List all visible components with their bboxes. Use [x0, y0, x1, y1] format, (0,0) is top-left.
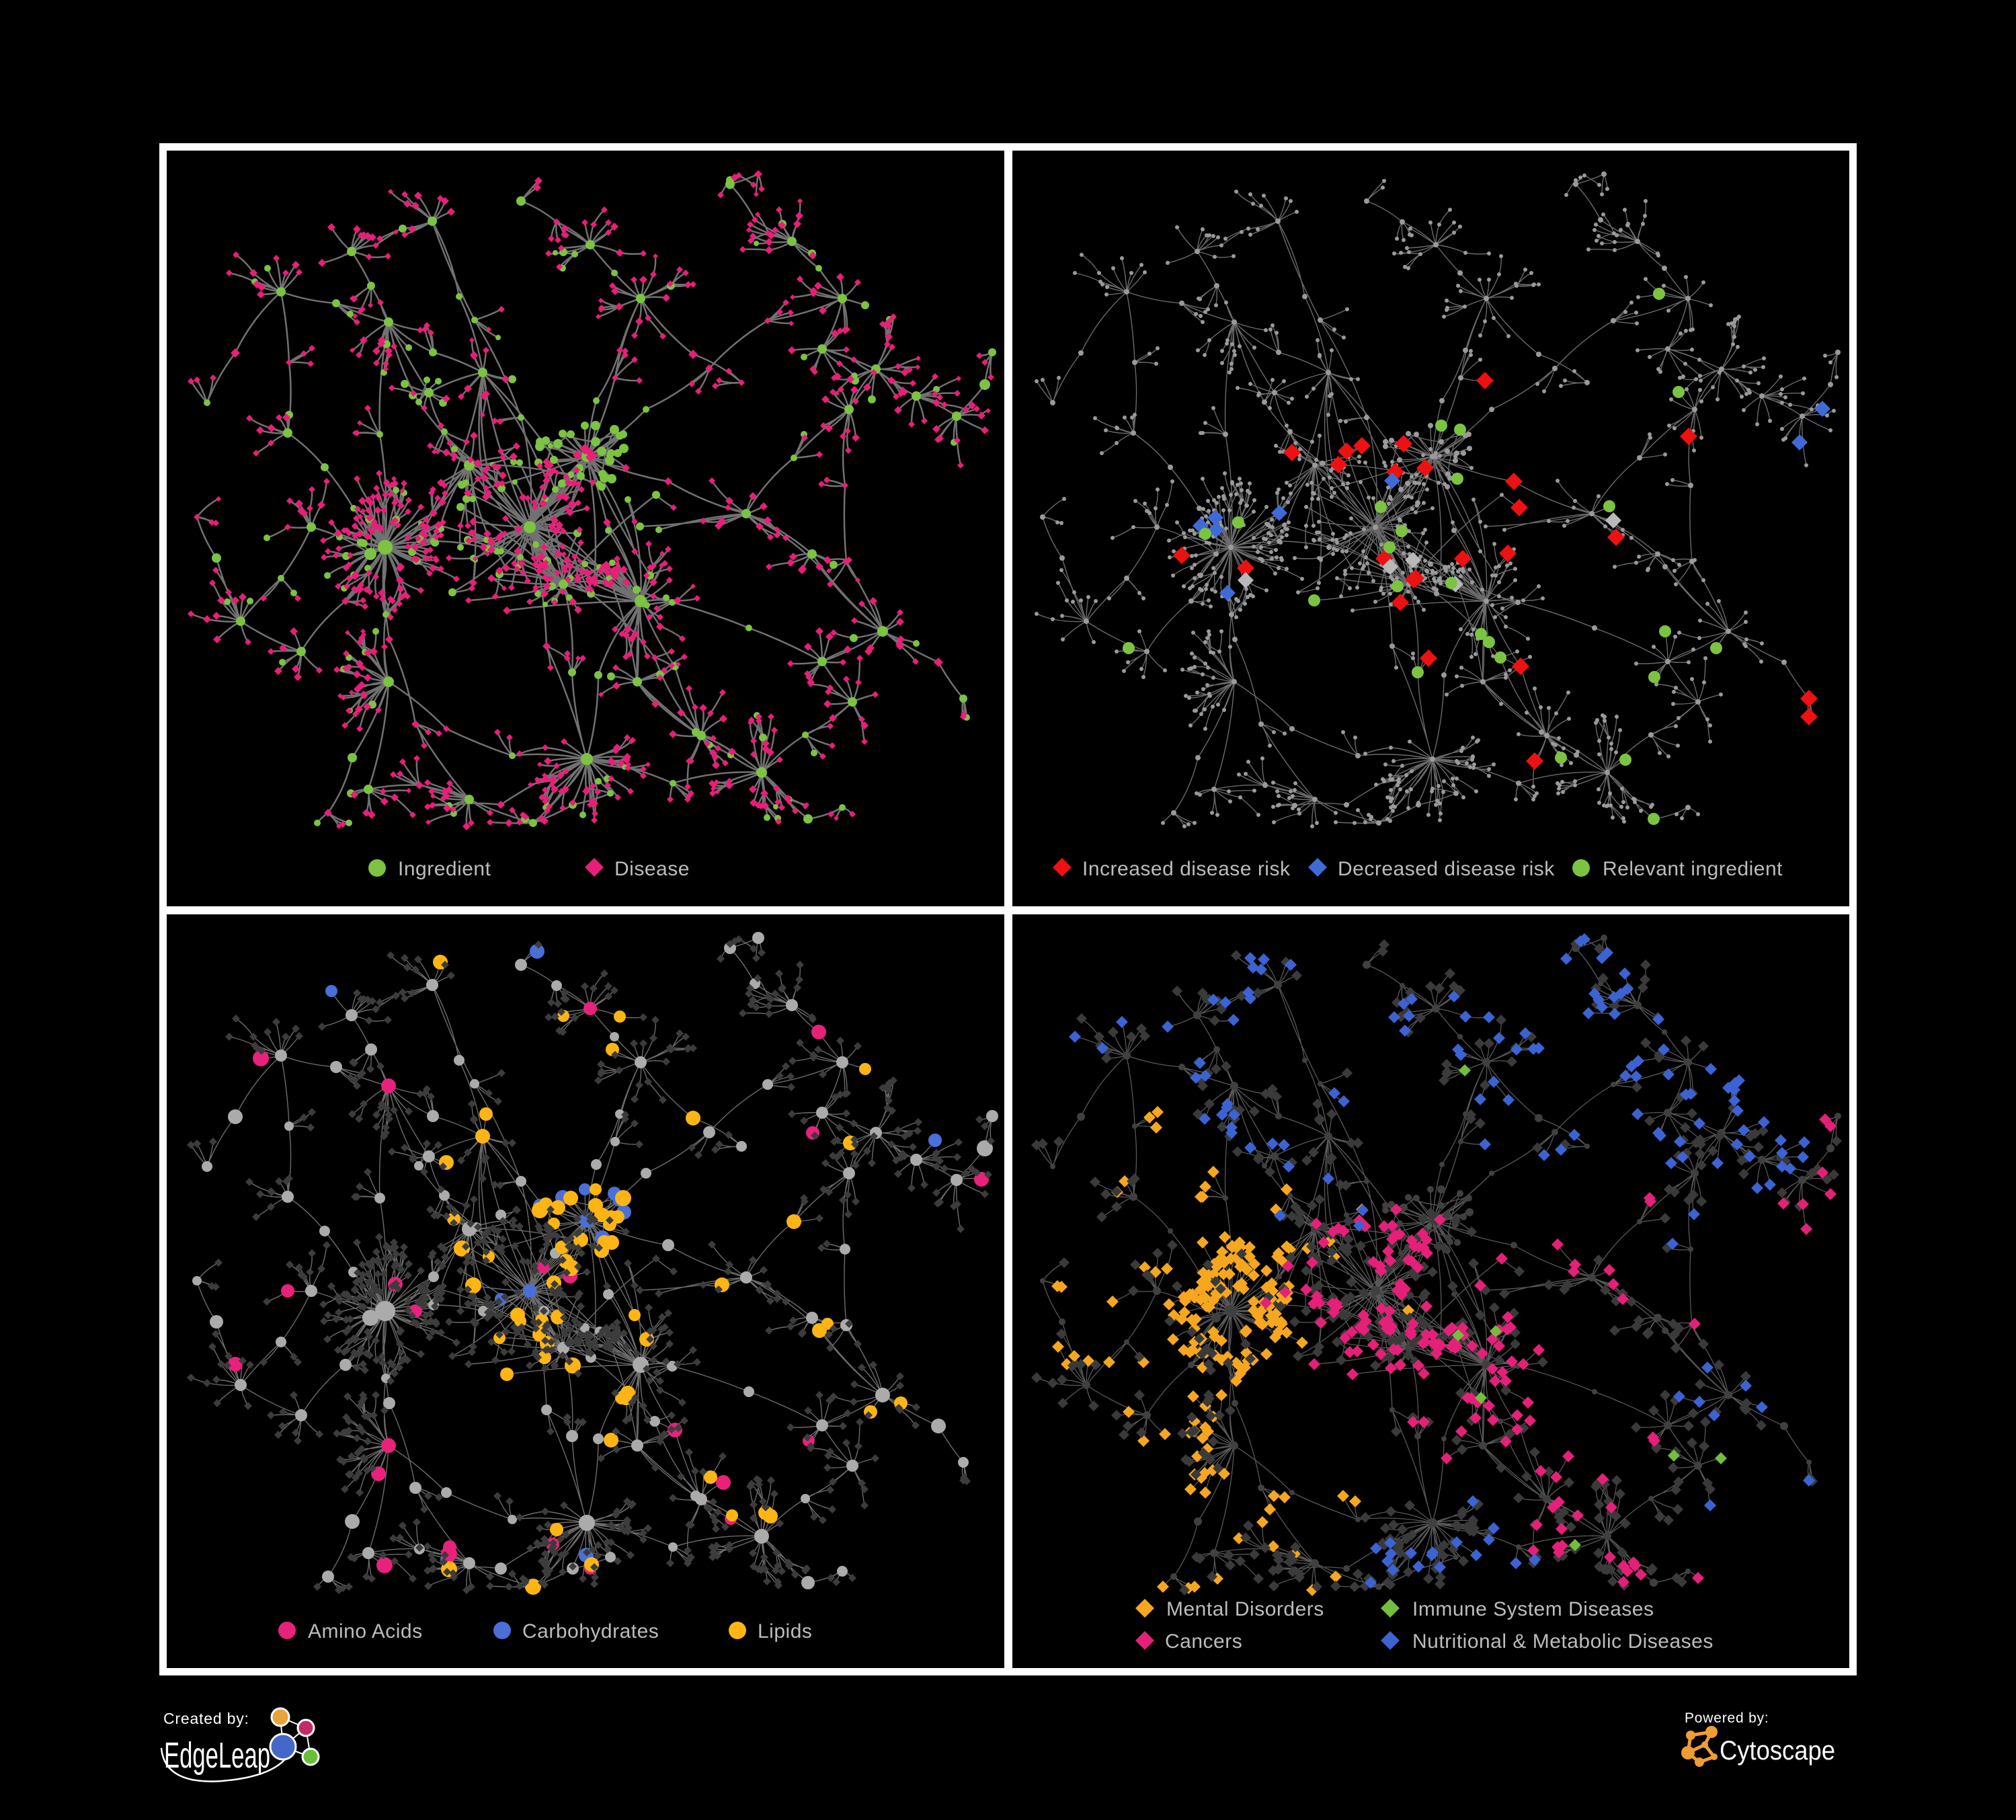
svg-text:EdgeLeap: EdgeLeap: [164, 1735, 270, 1776]
svg-text:Mental Disorders: Mental Disorders: [1166, 1598, 1324, 1620]
svg-text:Powered by:: Powered by:: [1685, 1710, 1769, 1726]
svg-text:Cytoscape: Cytoscape: [1720, 1736, 1835, 1766]
svg-text:Amino Acids: Amino Acids: [308, 1620, 423, 1643]
svg-text:Immune System Diseases: Immune System Diseases: [1412, 1598, 1654, 1620]
svg-text:Ingredient: Ingredient: [398, 858, 491, 880]
svg-text:Disease: Disease: [614, 858, 690, 880]
svg-text:Decreased disease risk: Decreased disease risk: [1338, 858, 1555, 880]
svg-text:Increased disease risk: Increased disease risk: [1082, 858, 1291, 880]
svg-text:Cancers: Cancers: [1165, 1630, 1242, 1653]
svg-text:Carbohydrates: Carbohydrates: [522, 1620, 659, 1643]
svg-text:Created by:: Created by:: [163, 1710, 249, 1727]
svg-text:Relevant ingredient: Relevant ingredient: [1603, 858, 1783, 880]
svg-text:Lipids: Lipids: [758, 1620, 812, 1643]
svg-text:Nutritional & Metabolic Diseas: Nutritional & Metabolic Diseases: [1412, 1630, 1713, 1653]
